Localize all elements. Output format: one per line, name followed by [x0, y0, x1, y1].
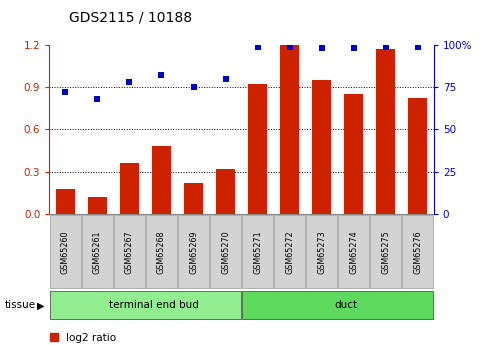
Text: GSM65275: GSM65275	[381, 230, 390, 274]
Bar	[184, 183, 203, 214]
FancyBboxPatch shape	[242, 291, 433, 319]
Bar	[344, 94, 363, 214]
FancyBboxPatch shape	[402, 215, 433, 288]
FancyBboxPatch shape	[210, 215, 241, 288]
FancyBboxPatch shape	[50, 215, 81, 288]
Bar	[376, 49, 395, 214]
Legend: log2 ratio, percentile rank within the sample: log2 ratio, percentile rank within the s…	[50, 333, 242, 345]
Bar	[152, 146, 171, 214]
Point	[221, 76, 229, 81]
Point	[125, 79, 133, 85]
FancyBboxPatch shape	[178, 215, 209, 288]
Text: GSM65260: GSM65260	[61, 230, 70, 274]
Bar	[120, 163, 139, 214]
Text: GSM65268: GSM65268	[157, 230, 166, 274]
Bar	[408, 98, 427, 214]
Point	[350, 46, 357, 51]
FancyBboxPatch shape	[370, 215, 401, 288]
Point	[94, 96, 102, 102]
Text: GSM65269: GSM65269	[189, 230, 198, 274]
Text: GSM65271: GSM65271	[253, 230, 262, 274]
Point	[253, 44, 261, 49]
FancyBboxPatch shape	[306, 215, 337, 288]
Point	[157, 72, 165, 78]
Text: GSM65274: GSM65274	[349, 230, 358, 274]
Text: terminal end bud: terminal end bud	[108, 300, 198, 310]
Bar	[280, 45, 299, 214]
Text: ▶: ▶	[37, 300, 45, 310]
Text: GSM65272: GSM65272	[285, 230, 294, 274]
Text: duct: duct	[334, 300, 357, 310]
FancyBboxPatch shape	[338, 215, 369, 288]
Text: GSM65261: GSM65261	[93, 230, 102, 274]
FancyBboxPatch shape	[114, 215, 145, 288]
Point	[382, 44, 389, 49]
Bar	[216, 169, 235, 214]
Text: tissue: tissue	[5, 300, 36, 310]
Bar	[248, 84, 267, 214]
Text: GDS2115 / 10188: GDS2115 / 10188	[69, 10, 192, 24]
Point	[61, 89, 69, 95]
FancyBboxPatch shape	[146, 215, 177, 288]
FancyBboxPatch shape	[274, 215, 305, 288]
Bar	[56, 188, 75, 214]
Text: GSM65273: GSM65273	[317, 230, 326, 274]
Point	[189, 85, 197, 90]
FancyBboxPatch shape	[50, 291, 241, 319]
Point	[286, 44, 294, 49]
Point	[317, 46, 325, 51]
Bar	[312, 80, 331, 214]
FancyBboxPatch shape	[242, 215, 273, 288]
Text: GSM65270: GSM65270	[221, 230, 230, 274]
FancyBboxPatch shape	[82, 215, 113, 288]
Text: GSM65276: GSM65276	[413, 230, 423, 274]
Text: GSM65267: GSM65267	[125, 230, 134, 274]
Point	[414, 44, 422, 49]
Bar	[88, 197, 107, 214]
